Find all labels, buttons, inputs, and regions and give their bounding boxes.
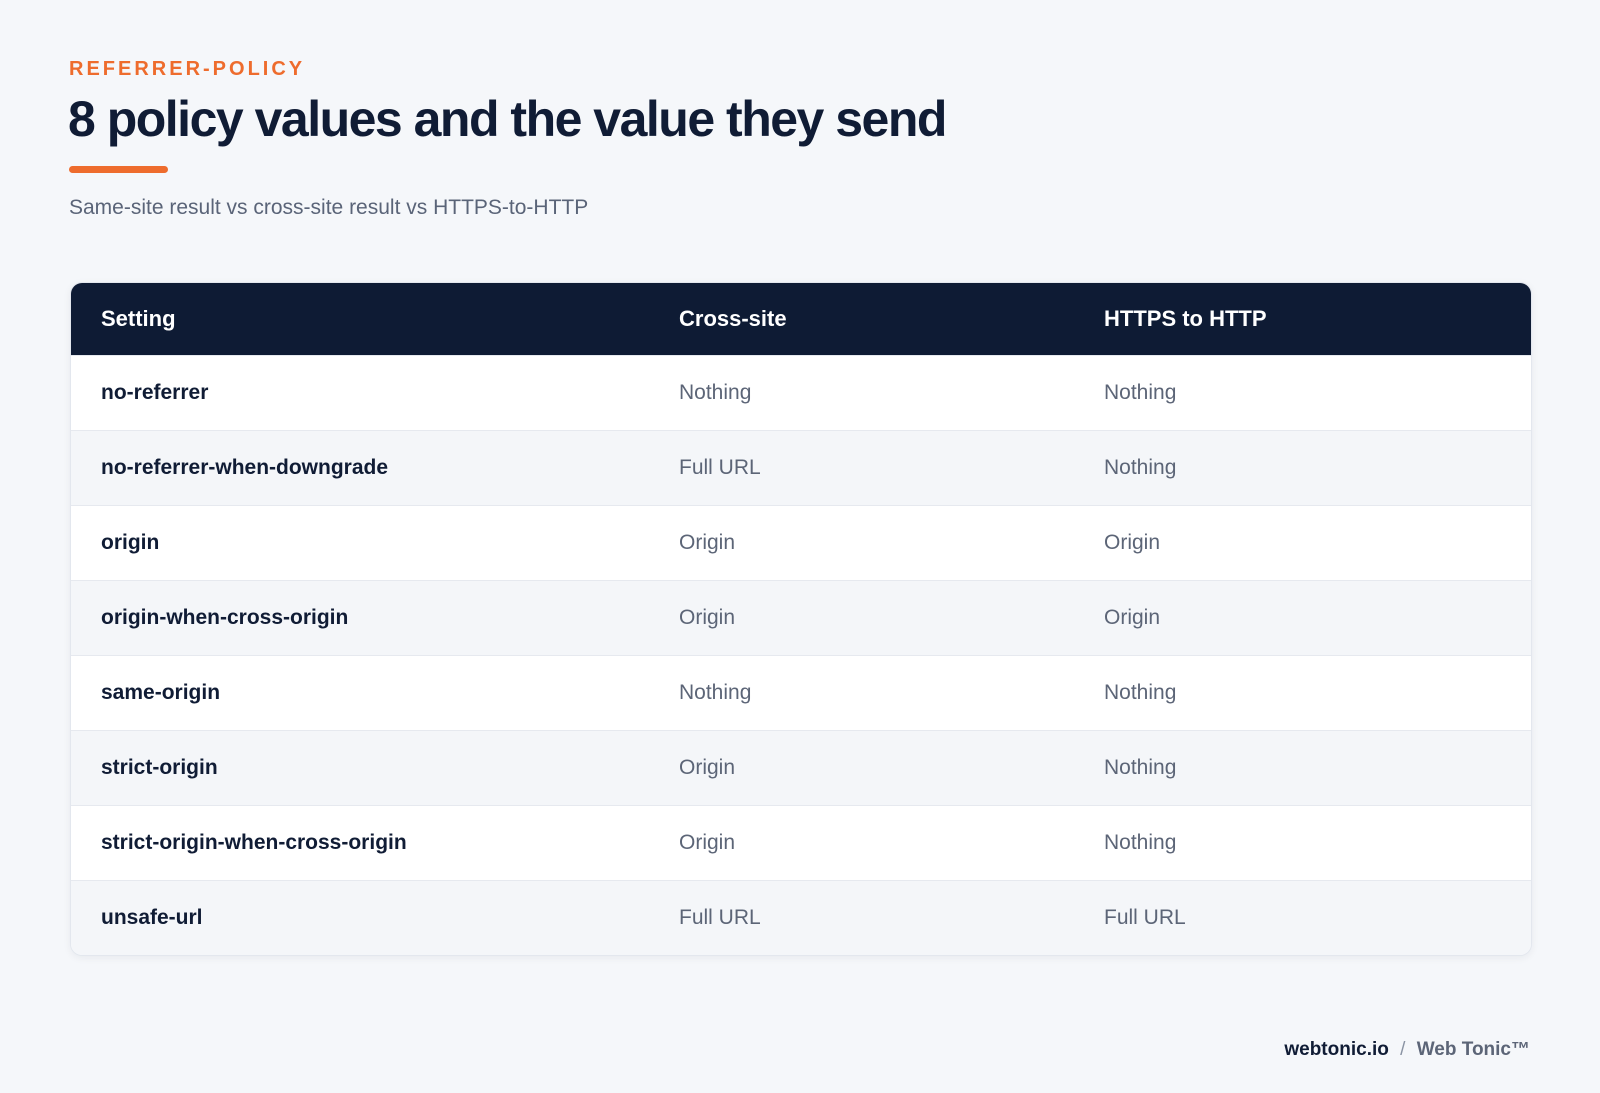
table-body: no-referrer Nothing Nothing no-referrer-whe… — [71, 355, 1531, 955]
table-header-row: Setting Cross-site HTTPS to HTTP — [71, 283, 1531, 355]
cell-https-to-http: Nothing — [1104, 681, 1177, 704]
cell-https-to-http: Nothing — [1104, 381, 1177, 404]
cell-cross-site: Origin — [679, 531, 736, 554]
cell-cross-site: Nothing — [679, 381, 752, 404]
cell-https-to-http: Nothing — [1104, 456, 1177, 479]
table-row: strict-origin Origin Nothing — [71, 730, 1531, 805]
table-row: strict-origin-when-cross-origin Origin Not… — [71, 805, 1531, 880]
header-https-to-http: HTTPS to HTTP — [1104, 306, 1267, 331]
cell-setting: strict-origin-when-cross-origin — [101, 831, 407, 854]
policy-table: Setting Cross-site HTTPS to HTTP no-refe… — [70, 282, 1532, 956]
header-cross-site: Cross-site — [679, 306, 787, 331]
cell-https-to-http: Nothing — [1104, 756, 1177, 779]
header-setting: Setting — [101, 306, 176, 331]
cell-https-to-http: Nothing — [1104, 831, 1177, 854]
table-row: origin Origin Origin — [71, 505, 1531, 580]
page-subtitle: Same-site result vs cross-site result vs… — [69, 196, 589, 219]
cell-cross-site: Full URL — [679, 906, 761, 929]
cell-setting: origin — [101, 531, 160, 554]
cell-https-to-http: Full URL — [1104, 906, 1186, 929]
page-title: 8 policy values and the value they send — [68, 91, 947, 147]
title-accent-bar — [69, 166, 168, 173]
footer-separator: / — [1400, 1039, 1406, 1060]
cell-cross-site: Full URL — [679, 456, 761, 479]
cell-setting: origin-when-cross-origin — [101, 606, 349, 629]
footer-domain: webtonic.io — [1284, 1039, 1389, 1060]
cell-https-to-http: Origin — [1104, 606, 1161, 629]
cell-setting: unsafe-url — [101, 906, 203, 929]
cell-cross-site: Nothing — [679, 681, 752, 704]
cell-setting: no-referrer-when-downgrade — [101, 456, 389, 479]
cell-setting: strict-origin — [101, 756, 218, 779]
eyebrow-label: REFERRER-POLICY — [69, 58, 306, 80]
cell-cross-site: Origin — [679, 831, 736, 854]
table-row: no-referrer Nothing Nothing — [71, 355, 1531, 430]
cell-setting: same-origin — [101, 681, 221, 704]
cell-cross-site: Origin — [679, 606, 736, 629]
cell-cross-site: Origin — [679, 756, 736, 779]
footer-brand: Web Tonic™ — [1416, 1039, 1530, 1060]
table-row: no-referrer-when-downgrade Full URL Nothin… — [71, 430, 1531, 505]
cell-https-to-http: Origin — [1104, 531, 1161, 554]
table-row: origin-when-cross-origin Origin Origin — [71, 580, 1531, 655]
table-row: same-origin Nothing Nothing — [71, 655, 1531, 730]
footer-credit: webtonic.io / Web Tonic™ — [1284, 1039, 1530, 1061]
cell-setting: no-referrer — [101, 381, 209, 404]
table-row: unsafe-url Full URL Full URL — [71, 880, 1531, 955]
